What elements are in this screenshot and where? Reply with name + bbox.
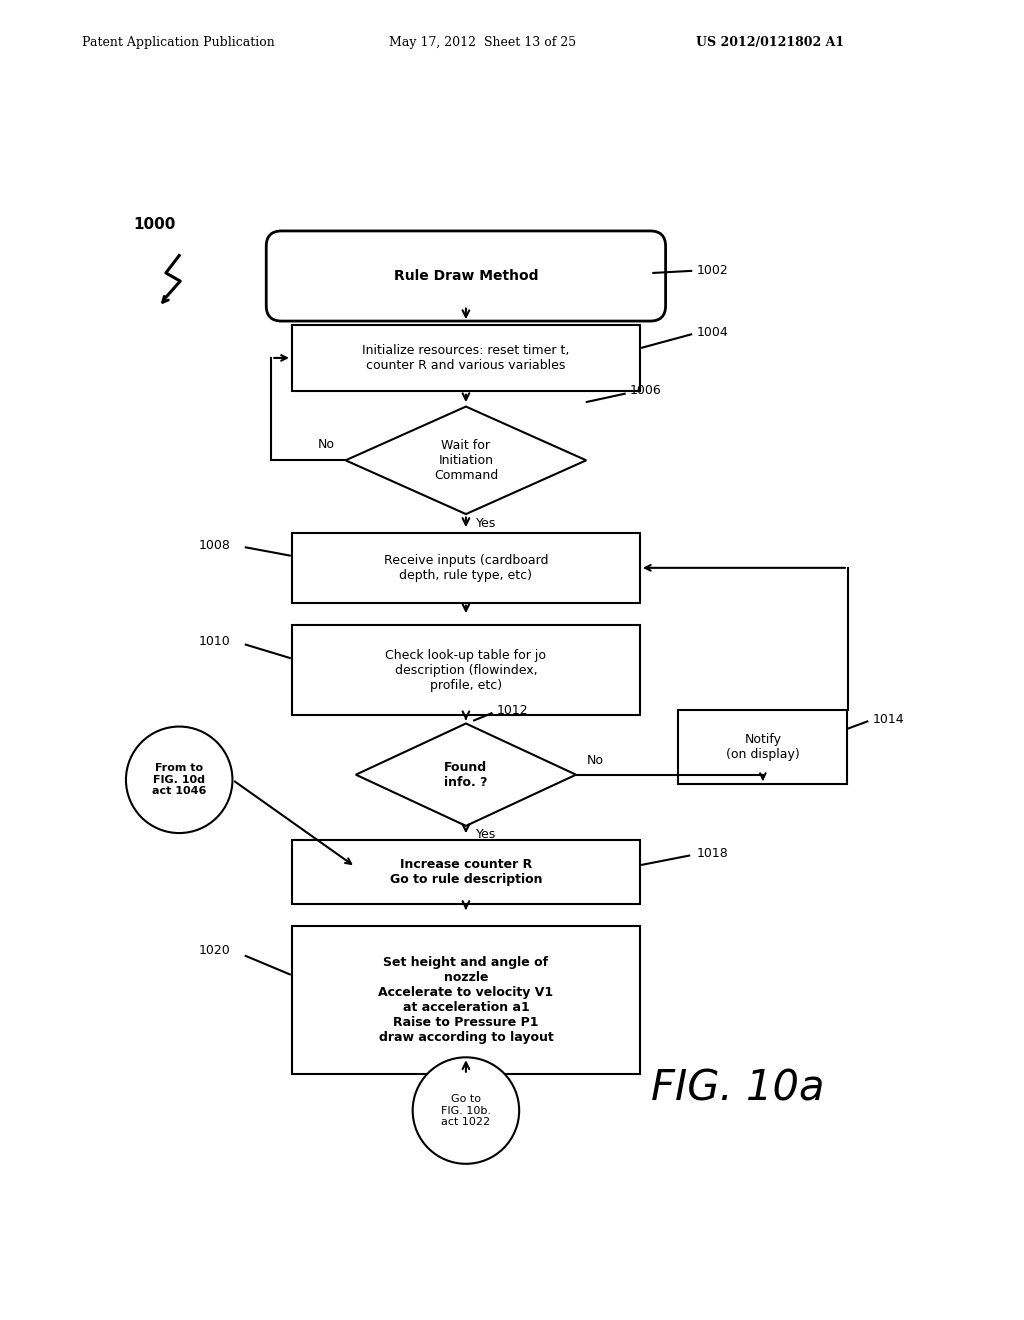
Text: No: No	[317, 438, 335, 451]
Text: Set height and angle of
nozzle
Accelerate to velocity V1
at acceleration a1
Rais: Set height and angle of nozzle Accelerat…	[378, 956, 554, 1044]
Text: 1018: 1018	[696, 847, 728, 861]
FancyBboxPatch shape	[292, 533, 640, 603]
FancyBboxPatch shape	[292, 841, 640, 904]
Text: Yes: Yes	[476, 517, 497, 529]
Text: May 17, 2012  Sheet 13 of 25: May 17, 2012 Sheet 13 of 25	[389, 36, 577, 49]
Text: 1006: 1006	[630, 384, 662, 397]
FancyBboxPatch shape	[266, 231, 666, 321]
Text: Notify
(on display): Notify (on display)	[726, 733, 800, 762]
Text: Receive inputs (cardboard
depth, rule type, etc): Receive inputs (cardboard depth, rule ty…	[384, 554, 548, 582]
Text: Increase counter R
Go to rule description: Increase counter R Go to rule descriptio…	[390, 858, 542, 886]
Text: Wait for
Initiation
Command: Wait for Initiation Command	[434, 438, 498, 482]
Text: 1020: 1020	[199, 944, 230, 957]
FancyBboxPatch shape	[678, 710, 848, 784]
Text: 1010: 1010	[199, 635, 230, 648]
Text: FIG. 10a: FIG. 10a	[650, 1067, 824, 1109]
Text: 1014: 1014	[872, 713, 904, 726]
Text: 1012: 1012	[497, 704, 528, 717]
Text: Initialize resources: reset timer t,
counter R and various variables: Initialize resources: reset timer t, cou…	[362, 345, 569, 372]
Text: Rule Draw Method: Rule Draw Method	[393, 269, 539, 282]
Text: 1008: 1008	[199, 539, 230, 552]
Text: From to
FIG. 10d
act 1046: From to FIG. 10d act 1046	[152, 763, 207, 796]
Text: Go to
FIG. 10b.
act 1022: Go to FIG. 10b. act 1022	[441, 1094, 490, 1127]
Text: US 2012/0121802 A1: US 2012/0121802 A1	[696, 36, 845, 49]
Polygon shape	[356, 723, 575, 826]
Circle shape	[126, 726, 232, 833]
Text: Found
info. ?: Found info. ?	[444, 760, 487, 788]
Text: No: No	[587, 755, 604, 767]
Circle shape	[413, 1057, 519, 1164]
Polygon shape	[346, 407, 586, 513]
Text: Yes: Yes	[476, 828, 497, 841]
Text: 1002: 1002	[696, 264, 728, 277]
Text: 1000: 1000	[133, 218, 175, 232]
FancyBboxPatch shape	[292, 626, 640, 715]
Text: Patent Application Publication: Patent Application Publication	[82, 36, 274, 49]
Text: 1004: 1004	[696, 326, 728, 339]
FancyBboxPatch shape	[292, 325, 640, 391]
Text: Check look-up table for jo
description (flowindex,
profile, etc): Check look-up table for jo description (…	[385, 648, 547, 692]
FancyBboxPatch shape	[292, 925, 640, 1074]
